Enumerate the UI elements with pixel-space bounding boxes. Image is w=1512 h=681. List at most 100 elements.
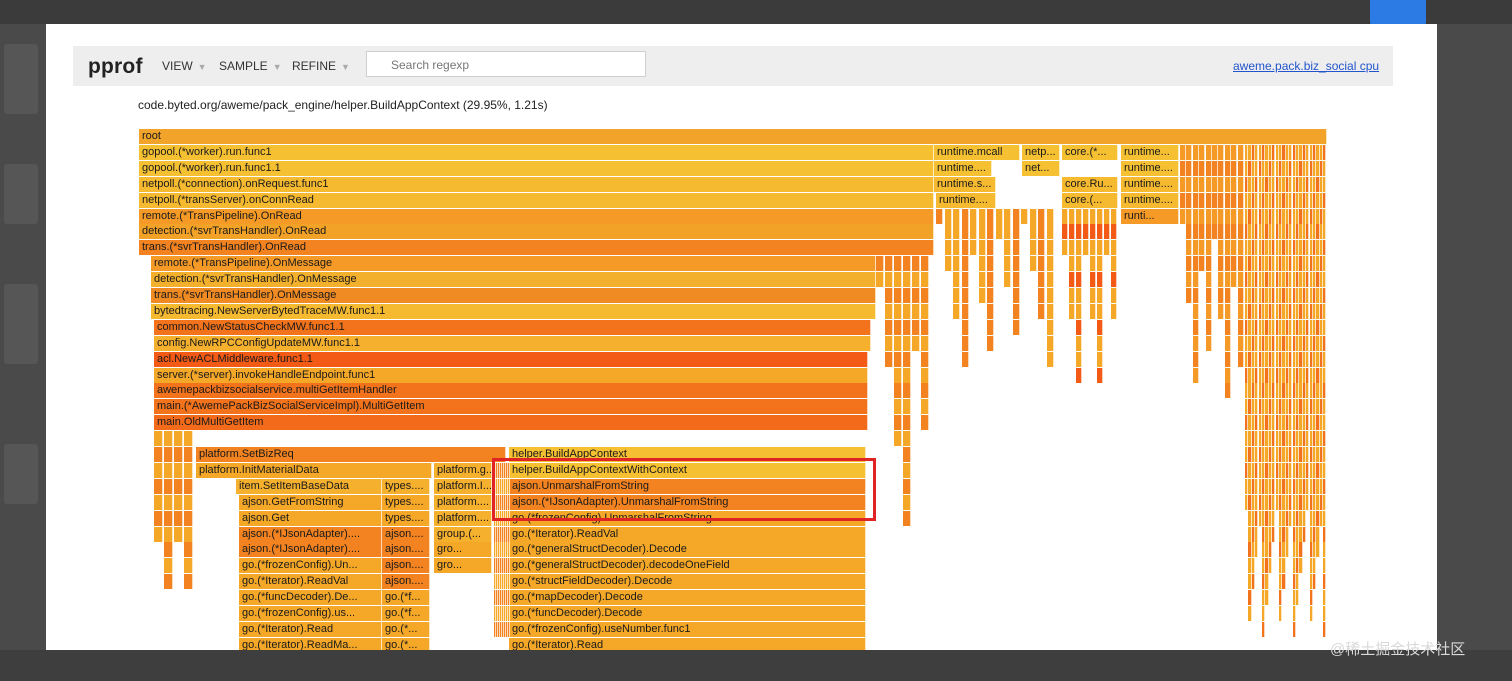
flame-frame[interactable]	[1282, 224, 1286, 240]
flame-frame[interactable]	[1275, 240, 1279, 256]
flame-frame[interactable]	[1282, 431, 1286, 447]
flame-frame[interactable]	[1296, 526, 1300, 542]
flame-frame[interactable]	[1258, 383, 1262, 399]
flame-frame[interactable]	[1218, 208, 1225, 224]
flame-frame[interactable]	[1258, 447, 1262, 462]
flame-frame[interactable]	[1224, 160, 1231, 176]
flame-frame[interactable]	[1038, 224, 1045, 240]
flame-frame[interactable]	[953, 272, 960, 288]
flame-frame[interactable]	[1255, 447, 1259, 462]
flame-frame[interactable]	[498, 574, 500, 590]
flame-frame[interactable]	[1205, 272, 1212, 288]
flame-frame[interactable]	[1046, 208, 1054, 224]
flame-frame[interactable]	[1218, 240, 1225, 256]
flame-frame[interactable]	[1302, 399, 1306, 415]
flame-frame[interactable]	[1306, 288, 1310, 303]
flame-frame[interactable]	[1299, 494, 1303, 510]
flame-frame[interactable]	[1111, 208, 1117, 224]
flame-frame[interactable]	[961, 351, 969, 367]
flame-frame[interactable]	[1323, 192, 1327, 208]
flame-frame[interactable]	[1292, 606, 1296, 621]
flame-frame[interactable]: go.(*...	[382, 637, 430, 650]
flame-frame[interactable]: go.(*Iterator).Read	[509, 637, 866, 650]
flame-frame[interactable]	[1285, 224, 1289, 240]
flame-frame[interactable]	[961, 335, 969, 351]
flame-frame[interactable]	[174, 447, 183, 462]
flame-frame[interactable]	[506, 494, 508, 510]
flame-frame[interactable]	[1309, 542, 1313, 558]
flame-frame[interactable]	[508, 478, 510, 494]
flame-frame[interactable]	[885, 256, 893, 272]
flame-frame[interactable]	[1289, 462, 1293, 478]
flame-frame[interactable]	[1313, 256, 1317, 272]
flame-frame[interactable]	[1268, 319, 1272, 335]
flame-frame[interactable]	[1272, 240, 1276, 256]
flame-frame[interactable]	[1029, 256, 1037, 272]
flame-frame[interactable]	[1292, 367, 1296, 383]
flame-frame[interactable]	[508, 542, 510, 558]
flame-frame[interactable]	[1231, 144, 1238, 160]
flame-frame[interactable]	[1299, 335, 1303, 351]
flame-frame[interactable]	[1309, 590, 1313, 606]
flame-frame[interactable]	[1248, 240, 1252, 256]
flame-frame[interactable]	[1192, 176, 1199, 192]
flame-frame[interactable]	[1313, 224, 1317, 240]
flame-frame[interactable]	[1262, 383, 1266, 399]
flame-frame[interactable]	[1205, 335, 1212, 351]
flame-frame[interactable]: netpoll.(*transServer).onConnRead	[139, 192, 934, 208]
flame-frame[interactable]	[506, 606, 508, 621]
flame-frame[interactable]	[1248, 160, 1252, 176]
flame-frame[interactable]	[1299, 415, 1303, 431]
flame-frame[interactable]	[903, 447, 911, 462]
flame-frame[interactable]	[1265, 288, 1269, 303]
flame-frame[interactable]	[1313, 192, 1317, 208]
flame-frame[interactable]	[1237, 272, 1244, 288]
flame-frame[interactable]	[1251, 192, 1255, 208]
flame-frame[interactable]	[1289, 208, 1293, 224]
flame-frame[interactable]	[1279, 351, 1283, 367]
flame-frame[interactable]: detection.(*svrTransHandler).OnMessage	[151, 272, 876, 288]
flame-frame[interactable]	[1282, 319, 1286, 335]
flame-frame[interactable]	[1292, 415, 1296, 431]
flame-frame[interactable]	[1306, 256, 1310, 272]
flame-frame[interactable]	[961, 224, 969, 240]
flame-frame[interactable]: go.(*f...	[382, 606, 430, 621]
flame-frame[interactable]	[1090, 288, 1096, 303]
flame-frame[interactable]	[1299, 462, 1303, 478]
flame-frame[interactable]: helper.BuildAppContextWithContext	[509, 462, 866, 478]
flame-frame[interactable]	[1313, 240, 1317, 256]
flame-frame[interactable]	[1186, 288, 1193, 303]
flame-frame[interactable]	[506, 462, 508, 478]
flame-frame[interactable]	[885, 303, 893, 319]
flame-frame[interactable]	[1262, 272, 1266, 288]
flame-frame[interactable]	[921, 383, 929, 399]
flame-frame[interactable]	[502, 558, 504, 574]
flame-frame[interactable]	[1302, 447, 1306, 462]
flame-frame[interactable]	[1265, 160, 1269, 176]
flame-frame[interactable]	[1258, 351, 1262, 367]
flame-frame[interactable]	[1316, 240, 1320, 256]
flame-frame[interactable]	[1316, 208, 1320, 224]
flame-frame[interactable]	[1282, 383, 1286, 399]
flame-frame[interactable]	[1292, 288, 1296, 303]
flame-frame[interactable]	[1309, 160, 1313, 176]
flame-frame[interactable]	[1289, 351, 1293, 367]
flame-frame[interactable]	[1262, 351, 1266, 367]
flame-frame[interactable]	[1323, 526, 1327, 542]
flame-frame[interactable]	[1046, 288, 1054, 303]
flame-frame[interactable]	[903, 272, 911, 288]
flame-frame[interactable]	[1282, 510, 1286, 526]
flame-frame[interactable]	[1104, 208, 1110, 224]
flame-frame[interactable]	[1251, 319, 1255, 335]
flame-frame[interactable]	[1319, 478, 1323, 494]
flame-frame[interactable]	[1316, 383, 1320, 399]
flame-frame[interactable]	[1192, 367, 1199, 383]
flame-frame[interactable]	[1313, 462, 1317, 478]
flame-frame[interactable]	[1268, 160, 1272, 176]
flame-frame[interactable]	[1255, 319, 1259, 335]
flame-frame[interactable]	[1245, 383, 1249, 399]
flame-frame[interactable]	[1323, 590, 1327, 606]
flame-frame[interactable]	[1309, 494, 1313, 510]
flame-frame[interactable]	[1076, 256, 1082, 272]
flame-frame[interactable]	[504, 606, 506, 621]
